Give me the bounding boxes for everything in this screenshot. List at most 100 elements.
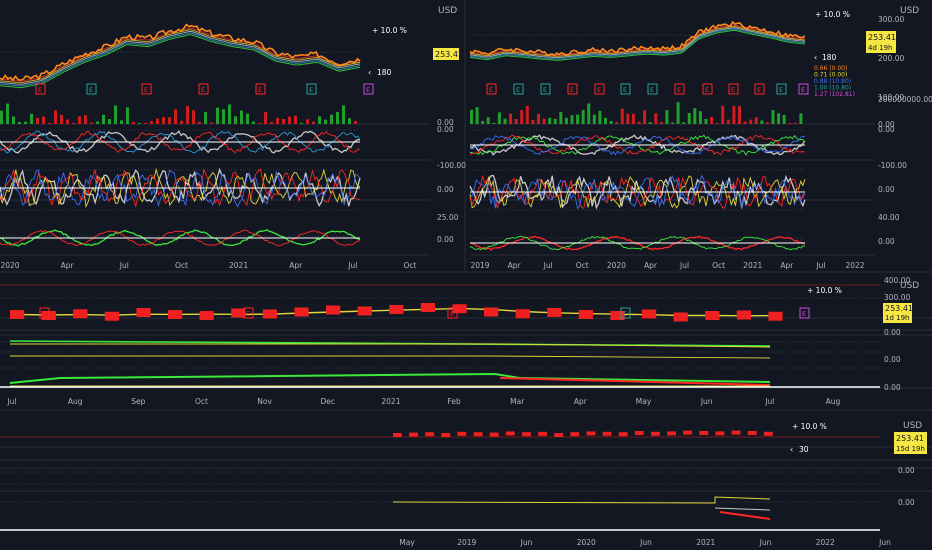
price-badge-label: 253.41 bbox=[885, 304, 913, 313]
earnings-marker-letter: E bbox=[650, 86, 654, 94]
volume-bar bbox=[0, 110, 3, 124]
y-tick-label: 0.00 bbox=[437, 118, 454, 127]
volume-bar bbox=[559, 111, 563, 124]
volume-bar bbox=[659, 121, 663, 124]
earnings-marker[interactable] bbox=[594, 83, 605, 95]
volume-bar bbox=[497, 112, 501, 124]
bars-back-chevron[interactable]: ‹ bbox=[368, 68, 371, 77]
volume-bar bbox=[615, 121, 619, 124]
volume-bar bbox=[18, 121, 21, 124]
volume-bar bbox=[162, 117, 165, 124]
indicator-line bbox=[719, 511, 771, 520]
earnings-marker-letter: E bbox=[489, 86, 493, 94]
y-tick-label: 0.00 bbox=[878, 237, 895, 246]
earnings-marker[interactable] bbox=[363, 83, 374, 95]
y-tick-label: 0.00 bbox=[884, 355, 901, 364]
volume-bar bbox=[156, 118, 159, 124]
indicator-line bbox=[714, 507, 771, 511]
volume-bar bbox=[168, 117, 171, 124]
earnings-marker[interactable] bbox=[728, 83, 739, 95]
earnings-marker[interactable] bbox=[798, 83, 809, 95]
volume-bars bbox=[0, 103, 357, 124]
volume-bar bbox=[643, 110, 647, 124]
earnings-marker-letter: E bbox=[42, 310, 46, 318]
earnings-marker[interactable] bbox=[513, 83, 524, 95]
volume-bar bbox=[102, 114, 105, 124]
y-tick-label: 200000000.00 bbox=[878, 95, 932, 104]
price-bar bbox=[231, 308, 246, 318]
volume-bar bbox=[799, 113, 803, 124]
earnings-marker[interactable] bbox=[447, 307, 458, 319]
volume-bar bbox=[509, 113, 513, 124]
earnings-marker-letter: E bbox=[38, 86, 42, 94]
earnings-marker[interactable] bbox=[754, 83, 765, 95]
price-bar bbox=[651, 431, 660, 436]
earnings-marker[interactable] bbox=[620, 83, 631, 95]
price-bar bbox=[642, 309, 657, 319]
price-bar bbox=[420, 303, 436, 312]
earnings-marker[interactable] bbox=[647, 83, 658, 95]
earnings-marker[interactable] bbox=[39, 307, 50, 319]
volume-bar bbox=[246, 113, 249, 124]
x-tick-label: 2021 bbox=[743, 261, 762, 270]
earnings-marker-letter: E bbox=[246, 310, 250, 318]
earnings-marker[interactable] bbox=[620, 307, 631, 319]
earnings-marker[interactable] bbox=[306, 83, 317, 95]
oscillator-lines bbox=[469, 134, 806, 251]
x-tick-label: Jul bbox=[679, 261, 689, 270]
volume-bar bbox=[732, 105, 736, 124]
price-bar bbox=[199, 311, 214, 320]
volume-bar bbox=[609, 121, 613, 124]
fib-legend-entry: 1.27 (102.81) bbox=[814, 91, 855, 98]
earnings-marker[interactable] bbox=[35, 83, 46, 95]
earnings-marker[interactable] bbox=[141, 83, 152, 95]
volume-bar bbox=[693, 108, 697, 124]
y-tick-label: 0.00 bbox=[884, 383, 901, 392]
price-bar bbox=[538, 431, 547, 436]
volume-bar bbox=[174, 109, 177, 124]
price-bar bbox=[262, 309, 278, 319]
volume-bar bbox=[114, 105, 117, 124]
earnings-marker[interactable] bbox=[86, 83, 97, 95]
volume-bar bbox=[648, 122, 652, 124]
volume-bar bbox=[276, 117, 279, 124]
bars-back-chevron[interactable]: ‹ bbox=[814, 53, 817, 62]
earnings-marker[interactable] bbox=[776, 83, 787, 95]
price-bar bbox=[736, 310, 752, 320]
price-bar bbox=[505, 431, 515, 436]
earnings-marker[interactable] bbox=[674, 83, 685, 95]
volume-bar bbox=[486, 117, 490, 124]
earnings-marker[interactable] bbox=[567, 83, 578, 95]
earnings-marker-letter: E bbox=[366, 86, 370, 94]
earnings-marker-letter: E bbox=[757, 86, 761, 94]
earnings-marker[interactable] bbox=[799, 307, 810, 319]
volume-bar bbox=[72, 123, 75, 124]
earnings-marker[interactable] bbox=[243, 307, 254, 319]
earnings-marker[interactable] bbox=[540, 83, 551, 95]
bars-back-chevron[interactable]: ‹ bbox=[790, 445, 793, 454]
currency-label: USD bbox=[900, 6, 919, 16]
price-bar bbox=[389, 305, 404, 314]
earnings-marker[interactable] bbox=[198, 83, 209, 95]
volume-bar bbox=[665, 109, 669, 124]
volume-bar bbox=[198, 121, 201, 124]
panel-grid bbox=[0, 284, 932, 389]
earnings-marker[interactable] bbox=[255, 83, 266, 95]
price-bar bbox=[673, 312, 688, 322]
volume-bar bbox=[354, 121, 357, 124]
x-tick-label: Jul bbox=[347, 261, 357, 270]
y-tick-label: 25.00 bbox=[437, 213, 459, 222]
earnings-marker[interactable] bbox=[702, 83, 713, 95]
x-tick-label: 2019 bbox=[457, 538, 476, 547]
earnings-marker[interactable] bbox=[486, 83, 497, 95]
earnings-marker-letter: E bbox=[623, 310, 627, 318]
volume-bar bbox=[306, 119, 309, 124]
volume-bar bbox=[240, 110, 243, 124]
ma-band-line bbox=[469, 25, 806, 57]
x-tick-label: 2021 bbox=[381, 397, 400, 406]
y-axis-labels: 0.00 0.00 bbox=[898, 466, 915, 507]
oscillator-line bbox=[0, 167, 361, 209]
volume-bar bbox=[698, 111, 702, 124]
